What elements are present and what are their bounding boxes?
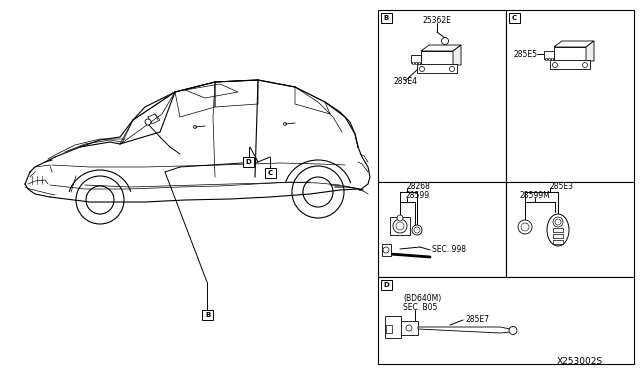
Bar <box>417 64 457 73</box>
Bar <box>553 240 563 244</box>
Bar <box>378 277 634 364</box>
Bar <box>415 62 417 64</box>
Bar <box>390 217 410 235</box>
Circle shape <box>521 223 529 231</box>
Circle shape <box>555 219 561 225</box>
Text: B: B <box>205 312 210 318</box>
Bar <box>418 62 420 64</box>
Bar <box>381 13 392 23</box>
Circle shape <box>509 327 517 334</box>
Bar <box>382 244 391 256</box>
Bar <box>385 316 401 338</box>
Circle shape <box>442 38 449 45</box>
Circle shape <box>303 177 333 207</box>
Circle shape <box>397 215 403 221</box>
Ellipse shape <box>547 214 569 246</box>
Bar <box>412 62 414 64</box>
Text: SEC. 998: SEC. 998 <box>432 246 466 254</box>
Text: X253002S: X253002S <box>557 357 603 366</box>
Bar <box>548 58 550 60</box>
Circle shape <box>393 219 407 233</box>
Text: 285E7: 285E7 <box>465 315 489 324</box>
Text: SEC. B05: SEC. B05 <box>403 302 437 311</box>
Bar <box>553 234 563 238</box>
Circle shape <box>406 325 412 331</box>
Text: C: C <box>268 170 273 176</box>
Bar <box>381 280 392 290</box>
Bar <box>400 321 418 335</box>
Polygon shape <box>554 41 594 47</box>
Text: D: D <box>383 282 389 288</box>
Bar <box>506 10 634 182</box>
Circle shape <box>193 125 196 128</box>
Text: 285E3: 285E3 <box>550 182 574 190</box>
Text: B: B <box>384 15 389 21</box>
Text: C: C <box>512 15 517 21</box>
Text: D: D <box>246 159 252 165</box>
Circle shape <box>414 227 420 233</box>
Bar <box>265 168 276 178</box>
Circle shape <box>383 247 389 253</box>
Text: 28599: 28599 <box>406 190 430 199</box>
Circle shape <box>582 62 588 67</box>
Circle shape <box>518 220 532 234</box>
Bar <box>386 325 392 333</box>
Bar <box>506 182 634 277</box>
Polygon shape <box>421 45 461 51</box>
Circle shape <box>284 122 287 125</box>
Text: 28268: 28268 <box>406 182 430 190</box>
Bar <box>421 51 453 65</box>
Circle shape <box>396 222 404 230</box>
Bar <box>550 60 590 69</box>
Circle shape <box>86 186 114 214</box>
Polygon shape <box>418 327 510 333</box>
Bar <box>509 13 520 23</box>
Bar <box>544 51 554 59</box>
Circle shape <box>552 62 557 67</box>
Circle shape <box>412 225 422 235</box>
Bar <box>545 58 547 60</box>
Circle shape <box>145 119 151 125</box>
Bar <box>411 55 421 63</box>
Circle shape <box>449 67 454 71</box>
Bar <box>551 58 553 60</box>
Bar <box>554 47 586 61</box>
Bar <box>378 182 506 277</box>
Text: (BD640M): (BD640M) <box>403 295 441 304</box>
Text: 28599M: 28599M <box>520 190 550 199</box>
Polygon shape <box>586 41 594 61</box>
Bar <box>243 157 254 167</box>
Bar <box>202 310 213 320</box>
Bar <box>553 228 563 232</box>
Circle shape <box>419 67 424 71</box>
Text: 285E5: 285E5 <box>514 49 538 58</box>
Bar <box>378 10 506 182</box>
Polygon shape <box>453 45 461 65</box>
Circle shape <box>553 217 563 227</box>
Text: 25362E: 25362E <box>422 16 451 25</box>
Text: 285E4: 285E4 <box>393 77 417 86</box>
